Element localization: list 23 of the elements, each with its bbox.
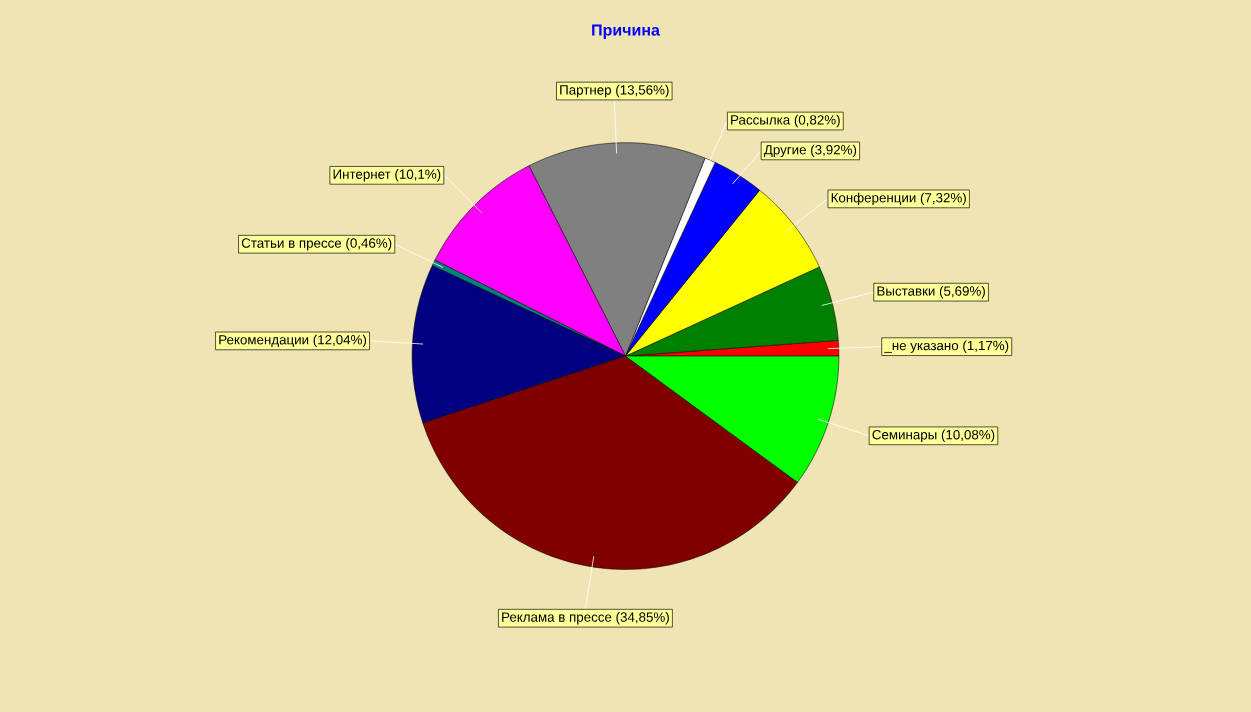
data-label: (10,1%) [395,169,441,182]
slice-label: Партнер [560,85,612,98]
slice-label: _не указано [884,342,959,353]
slice-label: Конференции [831,192,916,206]
slice-label: Другие [763,145,806,158]
data-label: (13,56%) [616,84,669,98]
chart-title: Причина [592,24,661,39]
slice-label: Семинары [872,429,937,442]
data-label: (34,85%) [616,611,669,625]
slice-label: Статьи в прессе [241,238,342,251]
data-label: (10,08%) [941,429,995,442]
slice-label: Рекомендации [219,335,309,347]
data-label: (12,04%) [313,334,367,348]
data-label: (5,69%) [939,285,985,299]
data-label: (3,92%) [811,144,857,158]
data-label: (7,32%) [920,192,966,206]
slice-label: Выставки [877,286,935,296]
data-label: (1,17%) [963,340,1009,353]
slice-label: Рассылка [731,115,791,125]
data-label: (0,82%) [794,114,840,128]
data-label: (0,46%) [346,237,392,251]
slice-label: Интернет [333,169,391,182]
slice-label: Реклама в прессе [502,612,612,625]
